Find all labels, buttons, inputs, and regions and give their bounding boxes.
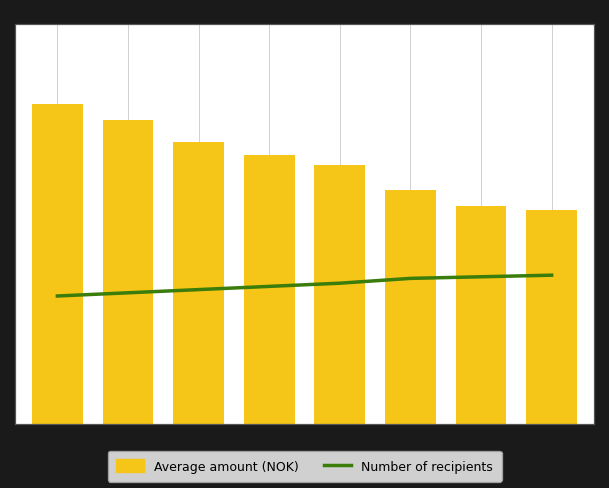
Bar [102,121,153,424]
Bar [173,143,224,424]
Bar [385,191,436,424]
Bar [456,207,507,424]
Bar [32,104,83,424]
Legend: Average amount (NOK), Number of recipients: Average amount (NOK), Number of recipien… [108,451,501,482]
Bar [314,165,365,424]
Bar [244,156,295,424]
Bar [526,210,577,424]
